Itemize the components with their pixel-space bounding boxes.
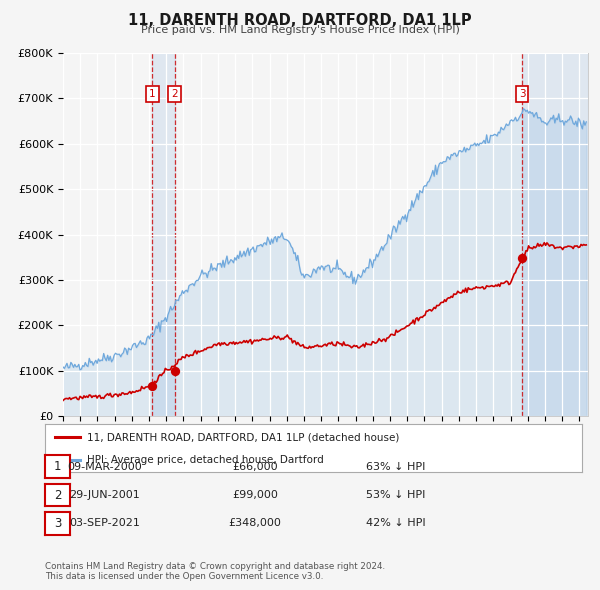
Text: 29-JUN-2001: 29-JUN-2001 bbox=[70, 490, 140, 500]
Text: 11, DARENTH ROAD, DARTFORD, DA1 1LP: 11, DARENTH ROAD, DARTFORD, DA1 1LP bbox=[128, 13, 472, 28]
Text: 42% ↓ HPI: 42% ↓ HPI bbox=[366, 519, 426, 528]
Point bbox=[148, 381, 157, 391]
Text: 3: 3 bbox=[519, 89, 526, 99]
Bar bbox=[522, 53, 588, 416]
Text: £348,000: £348,000 bbox=[229, 519, 281, 528]
Text: 2: 2 bbox=[54, 489, 61, 502]
Bar bbox=[152, 53, 175, 416]
Text: Contains HM Land Registry data © Crown copyright and database right 2024.: Contains HM Land Registry data © Crown c… bbox=[45, 562, 385, 571]
Text: £99,000: £99,000 bbox=[232, 490, 278, 500]
Text: Price paid vs. HM Land Registry's House Price Index (HPI): Price paid vs. HM Land Registry's House … bbox=[140, 25, 460, 35]
Text: 53% ↓ HPI: 53% ↓ HPI bbox=[367, 490, 425, 500]
Point bbox=[170, 366, 179, 376]
Text: £66,000: £66,000 bbox=[232, 462, 278, 471]
Text: 63% ↓ HPI: 63% ↓ HPI bbox=[367, 462, 425, 471]
Point bbox=[517, 253, 527, 263]
Text: 09-MAR-2000: 09-MAR-2000 bbox=[68, 462, 142, 471]
Text: 2: 2 bbox=[172, 89, 178, 99]
Text: 11, DARENTH ROAD, DARTFORD, DA1 1LP (detached house): 11, DARENTH ROAD, DARTFORD, DA1 1LP (det… bbox=[87, 432, 399, 442]
Text: HPI: Average price, detached house, Dartford: HPI: Average price, detached house, Dart… bbox=[87, 455, 323, 465]
Text: This data is licensed under the Open Government Licence v3.0.: This data is licensed under the Open Gov… bbox=[45, 572, 323, 581]
Text: 03-SEP-2021: 03-SEP-2021 bbox=[70, 519, 140, 528]
Text: 3: 3 bbox=[54, 517, 61, 530]
Text: 1: 1 bbox=[54, 460, 61, 473]
Text: 1: 1 bbox=[149, 89, 155, 99]
